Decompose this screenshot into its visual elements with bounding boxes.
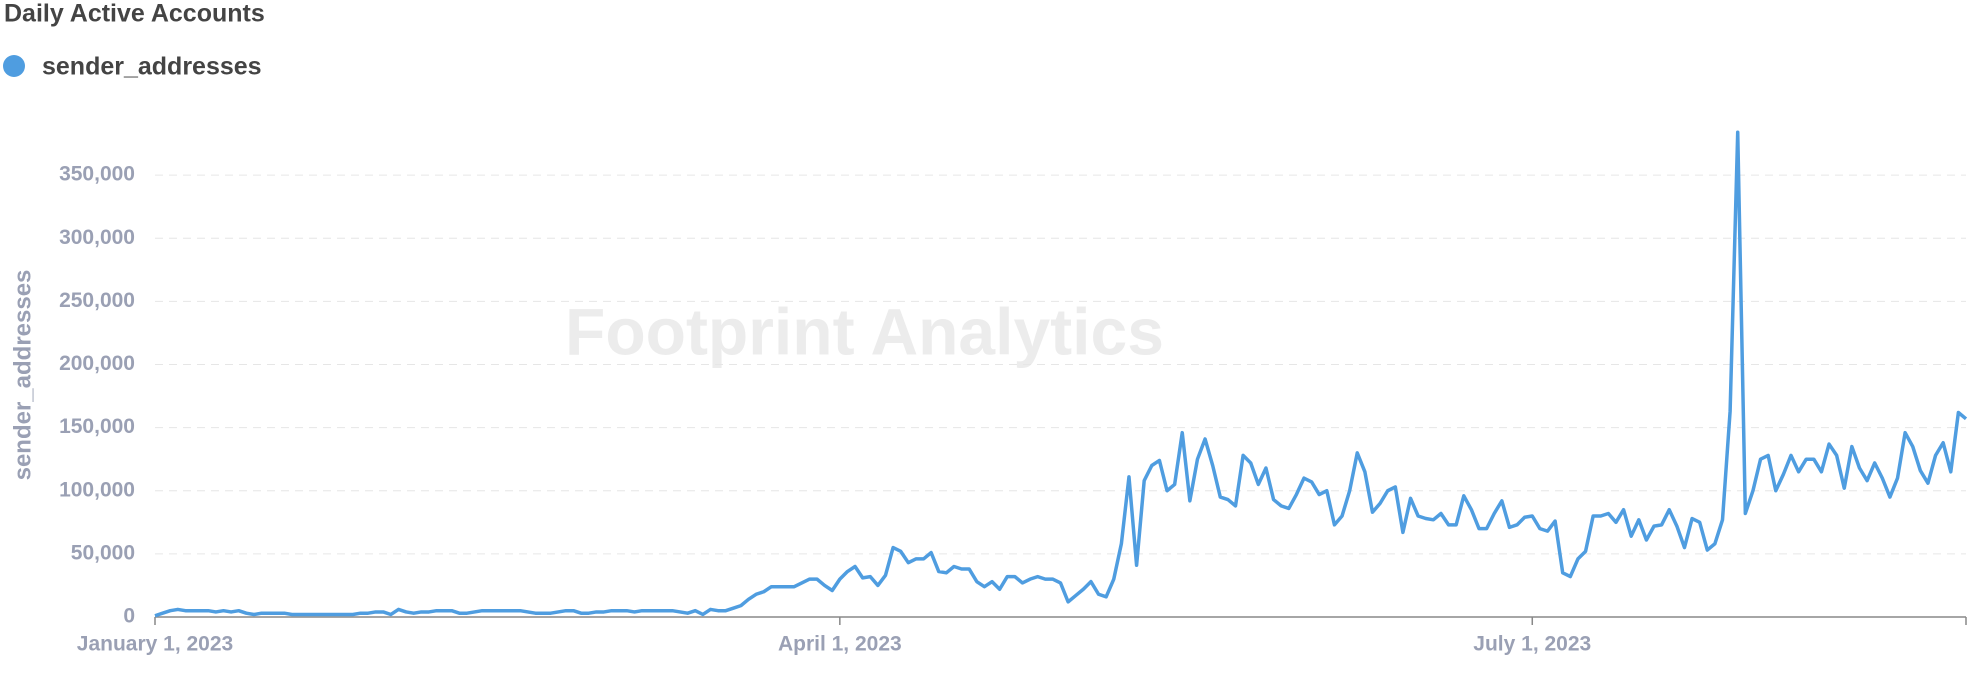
chart-title: Daily Active Accounts — [4, 0, 265, 28]
legend-label: sender_addresses — [42, 53, 262, 81]
y-tick-label: 100,000 — [59, 478, 135, 501]
series-line — [154, 130, 1968, 618]
watermark: Footprint Analytics — [565, 294, 1164, 368]
y-tick-label: 300,000 — [59, 226, 135, 249]
y-tick-label: 50,000 — [71, 541, 135, 564]
y-tick-label: 250,000 — [59, 289, 135, 312]
x-tick-label: January 1, 2023 — [77, 633, 233, 656]
y-tick-label: 150,000 — [59, 415, 135, 438]
legend-marker — [3, 55, 25, 77]
y-tick-label: 200,000 — [59, 352, 135, 375]
y-tick-label: 0 — [123, 605, 135, 628]
y-axis-label: sender_addresses — [9, 270, 36, 481]
x-tick-label: April 1, 2023 — [778, 633, 902, 656]
x-tick-label: July 1, 2023 — [1473, 633, 1591, 656]
y-tick-label: 350,000 — [59, 163, 135, 186]
